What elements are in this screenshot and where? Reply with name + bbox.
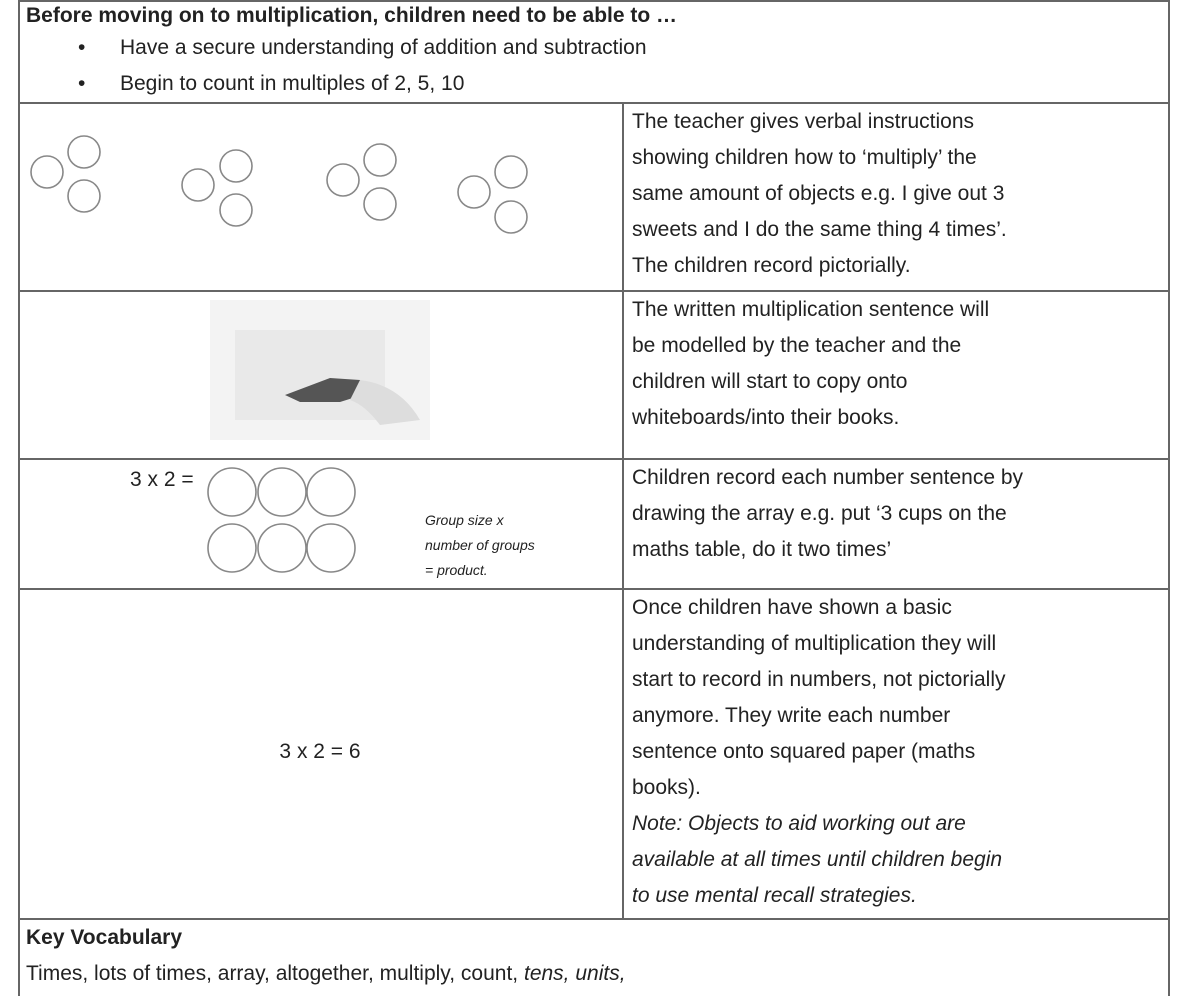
bullet-text: Have a secure understanding of addition … bbox=[120, 36, 647, 59]
group-circles bbox=[30, 135, 528, 234]
border bbox=[18, 918, 1170, 920]
note-line: number of groups bbox=[425, 537, 535, 553]
bullet: • bbox=[78, 36, 86, 59]
array-circles bbox=[207, 467, 356, 573]
description-line: Once children have shown a basic bbox=[632, 596, 952, 619]
description-line: The written multiplication sentence will bbox=[632, 298, 990, 321]
border bbox=[1168, 0, 1170, 996]
border bbox=[18, 458, 1170, 460]
border bbox=[18, 0, 20, 996]
note-line: = product. bbox=[425, 562, 488, 578]
description-line: anymore. They write each number bbox=[632, 704, 951, 727]
description-line: The teacher gives verbal instructions bbox=[632, 110, 974, 133]
note-line: Note: Objects to aid working out are bbox=[632, 812, 966, 835]
note-line: to use mental recall strategies. bbox=[632, 884, 917, 907]
description-line: showing children how to ‘multiply’ the bbox=[632, 146, 977, 169]
description-line: be modelled by the teacher and the bbox=[632, 334, 962, 357]
vocabulary: Times, lots of times, array, altogether,… bbox=[26, 956, 626, 992]
vocabulary-text: Times, lots of times, array, altogether,… bbox=[26, 962, 519, 985]
vocabulary-italic: tens, units, bbox=[523, 962, 626, 985]
description-line: sweets and I do the same thing 4 times’. bbox=[632, 218, 1007, 241]
description-line: maths table, do it two times’ bbox=[632, 538, 892, 561]
description-line: start to record in numbers, not pictoria… bbox=[632, 668, 1006, 691]
border bbox=[622, 102, 624, 918]
description-line: understanding of multiplication they wil… bbox=[632, 632, 997, 655]
equation-text: 3 x 2 = 6 bbox=[279, 740, 361, 763]
header-title: Before moving on to multiplication, chil… bbox=[26, 4, 678, 27]
note-line: Group size x bbox=[425, 512, 504, 528]
description-line: books). bbox=[632, 776, 701, 799]
description-line: sentence onto squared paper (maths bbox=[632, 740, 976, 763]
description-line: children will start to copy onto bbox=[632, 370, 908, 393]
description-line: drawing the array e.g. put ‘3 cups on th… bbox=[632, 502, 1007, 525]
note-line: available at all times until children be… bbox=[632, 848, 1003, 871]
bullet: • bbox=[78, 72, 86, 95]
border bbox=[18, 588, 1170, 590]
bullet-text: Begin to count in multiples of 2, 5, 10 bbox=[120, 72, 465, 95]
description-line: same amount of objects e.g. I give out 3 bbox=[632, 182, 1005, 205]
description-line: The children record pictorially. bbox=[632, 254, 911, 277]
footer-title: Key Vocabulary bbox=[26, 926, 183, 949]
whiteboard-photo bbox=[210, 300, 430, 440]
border bbox=[18, 0, 1170, 2]
border bbox=[18, 102, 1170, 104]
equation: 3 x 2 = bbox=[130, 468, 194, 491]
description-line: Children record each number sentence by bbox=[632, 466, 1024, 489]
description-line: whiteboards/into their books. bbox=[632, 406, 900, 429]
border bbox=[18, 290, 1170, 292]
